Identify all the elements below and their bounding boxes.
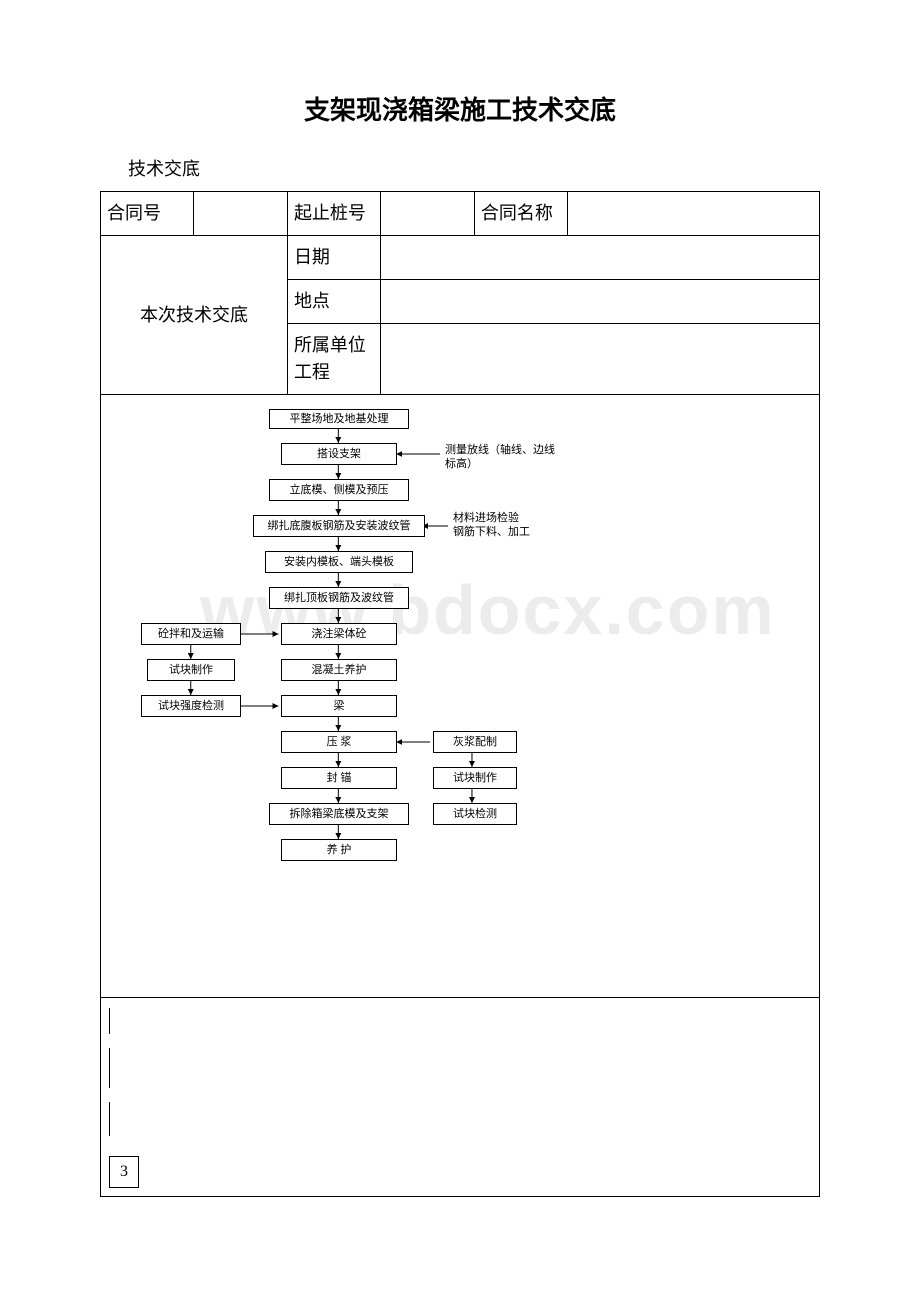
flow-node-grout: 压 浆 xyxy=(281,731,397,753)
contract-name-value xyxy=(568,192,820,236)
flow-node-sample-make: 试块制作 xyxy=(147,659,235,681)
flowchart: 平整场地及地基处理 搭设支架 测量放线（轴线、边线标高） 立底模、侧模及预压 绑… xyxy=(101,407,819,967)
section-label: 本次技术交底 xyxy=(101,236,288,395)
contract-name-label: 合同名称 xyxy=(474,192,567,236)
flow-node-grout-mix: 灰浆配制 xyxy=(433,731,517,753)
page-title: 支架现浇箱梁施工技术交底 xyxy=(100,90,820,127)
unit-value xyxy=(381,324,820,395)
flow-node-seal: 封 锚 xyxy=(281,767,397,789)
date-label: 日期 xyxy=(287,236,380,280)
page-number: 3 xyxy=(109,1156,139,1188)
flow-node-pour: 浇注梁体砼 xyxy=(281,623,397,645)
flow-node-cure: 混凝土养护 xyxy=(281,659,397,681)
flow-node-rebar-bottom: 绑扎底腹板钢筋及安装波纹管 xyxy=(253,515,425,537)
flow-node-scaffold: 搭设支架 xyxy=(281,443,397,465)
rule-mark-3 xyxy=(109,1102,811,1136)
flow-node-sample-test: 试块强度检测 xyxy=(141,695,241,717)
flow-connectors xyxy=(101,407,819,967)
flow-node-rebar-top: 绑扎顶板钢筋及波纹管 xyxy=(269,587,409,609)
date-value xyxy=(381,236,820,280)
rule-mark-2 xyxy=(109,1048,811,1088)
unit-label: 所属单位工程 xyxy=(287,324,380,395)
rule-mark-1 xyxy=(109,1008,811,1034)
place-value xyxy=(381,280,820,324)
bottom-section: 3 xyxy=(100,998,820,1197)
flow-node-sample-test-2: 试块检测 xyxy=(433,803,517,825)
flow-side-material: 材料进场检验 钢筋下料、加工 xyxy=(453,511,573,540)
flow-node-sample-make-2: 试块制作 xyxy=(433,767,517,789)
pile-range-label: 起止桩号 xyxy=(287,192,380,236)
flow-node-maintain: 养 护 xyxy=(281,839,397,861)
contract-no-value xyxy=(194,192,287,236)
flow-node-inner-form: 安装内模板、端头模板 xyxy=(265,551,413,573)
flow-side-survey: 测量放线（轴线、边线标高） xyxy=(445,443,565,472)
pile-range-value xyxy=(381,192,474,236)
contract-no-label: 合同号 xyxy=(101,192,194,236)
subtitle: 技术交底 xyxy=(128,155,820,181)
flow-node-remove-form: 拆除箱梁底模及支架 xyxy=(269,803,409,825)
place-label: 地点 xyxy=(287,280,380,324)
flowchart-container: 平整场地及地基处理 搭设支架 测量放线（轴线、边线标高） 立底模、侧模及预压 绑… xyxy=(100,395,820,998)
flow-node-mix-transport: 砼拌和及运输 xyxy=(141,623,241,645)
flow-node-ground: 平整场地及地基处理 xyxy=(269,409,409,429)
header-table: 合同号 起止桩号 合同名称 本次技术交底 日期 地点 所属单位工程 xyxy=(100,191,820,395)
flow-node-beam: 梁 xyxy=(281,695,397,717)
flow-node-bottom-form: 立底模、侧模及预压 xyxy=(269,479,409,501)
